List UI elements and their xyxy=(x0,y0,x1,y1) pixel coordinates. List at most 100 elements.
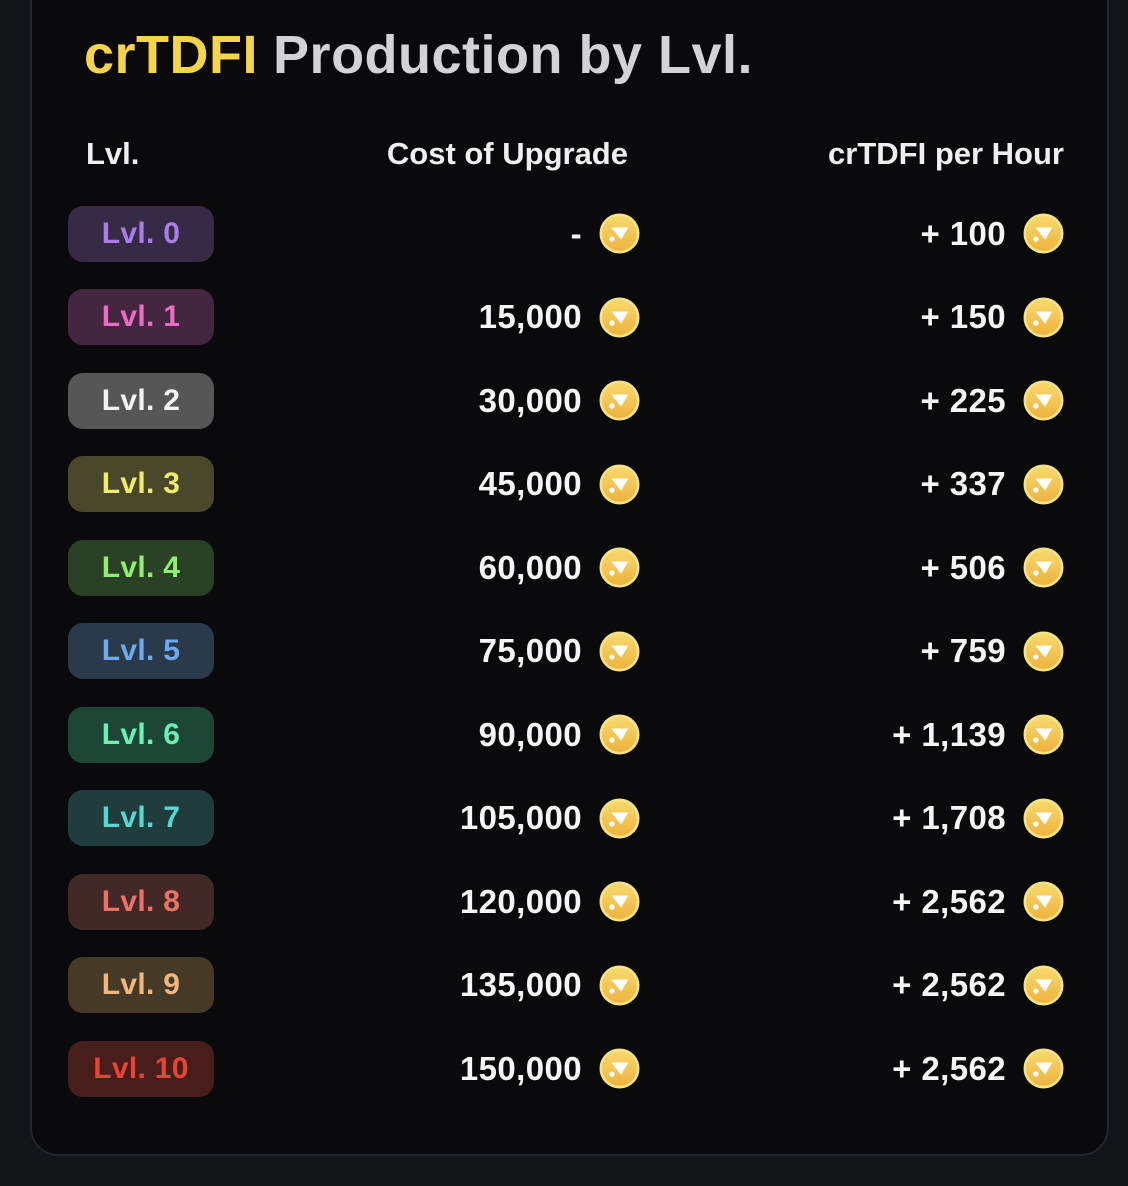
per-hour-value: + 2,562 xyxy=(892,966,1006,1004)
per-hour-value: + 506 xyxy=(920,548,1006,586)
coin-icon xyxy=(599,798,640,839)
coin-icon xyxy=(1023,464,1064,505)
title-rest: Production by Lvl. xyxy=(273,25,754,85)
per-hour-value: + 1,139 xyxy=(892,715,1006,753)
table-row: Lvl. 7 105,000 + 1,708 xyxy=(68,777,1064,861)
title-token-name: crTDFI xyxy=(84,25,259,85)
coin-icon xyxy=(599,965,640,1006)
cost-cell: - xyxy=(308,213,640,254)
per-hour-value: + 759 xyxy=(920,632,1006,670)
coin-icon xyxy=(1023,1048,1064,1089)
level-cell: Lvl. 4 xyxy=(68,539,308,596)
per-hour-value: + 225 xyxy=(920,381,1006,419)
table-row: Lvl. 3 45,000 + 337 xyxy=(68,443,1064,527)
cost-value: 150,000 xyxy=(459,1049,582,1087)
cost-cell: 135,000 xyxy=(308,965,640,1006)
level-cell: Lvl. 3 xyxy=(68,456,308,513)
per-hour-cell: + 337 xyxy=(640,464,1064,505)
coin-icon xyxy=(1023,380,1064,421)
table-row: Lvl. 10 150,000 + 2,562 xyxy=(68,1027,1064,1111)
per-hour-value: + 337 xyxy=(920,465,1006,503)
per-hour-cell: + 759 xyxy=(640,631,1064,672)
cost-value: 30,000 xyxy=(478,381,582,419)
production-table-card: crTDFI Production by Lvl. Lvl. Cost of Up… xyxy=(30,0,1109,1156)
level-cell: Lvl. 1 xyxy=(68,289,308,346)
level-badge: Lvl. 6 xyxy=(68,706,214,763)
cost-cell: 45,000 xyxy=(308,464,640,505)
coin-icon xyxy=(1023,965,1064,1006)
cost-value: 105,000 xyxy=(459,799,582,837)
table-row: Lvl. 9 135,000 + 2,562 xyxy=(68,944,1064,1028)
coin-icon xyxy=(1023,881,1064,922)
page-title: crTDFI Production by Lvl. xyxy=(84,24,753,86)
level-badge: Lvl. 1 xyxy=(68,289,214,346)
cost-cell: 30,000 xyxy=(308,380,640,421)
cost-cell: 105,000 xyxy=(308,798,640,839)
level-badge: Lvl. 7 xyxy=(68,790,214,847)
per-hour-cell: + 2,562 xyxy=(640,881,1064,922)
coin-icon xyxy=(599,631,640,672)
level-cell: Lvl. 6 xyxy=(68,706,308,763)
per-hour-cell: + 150 xyxy=(640,297,1064,338)
table-row: Lvl. 6 90,000 + 1,139 xyxy=(68,693,1064,777)
cost-value: 45,000 xyxy=(478,465,582,503)
level-badge: Lvl. 2 xyxy=(68,372,214,429)
per-hour-cell: + 1,139 xyxy=(640,714,1064,755)
level-badge: Lvl. 9 xyxy=(68,957,214,1014)
level-cell: Lvl. 9 xyxy=(68,957,308,1014)
cost-value: 135,000 xyxy=(459,966,582,1004)
per-hour-cell: + 2,562 xyxy=(640,965,1064,1006)
table-body: Lvl. 0 - + 100 xyxy=(68,192,1064,1111)
level-badge: Lvl. 0 xyxy=(68,205,214,262)
per-hour-cell: + 506 xyxy=(640,547,1064,588)
level-badge: Lvl. 8 xyxy=(68,873,214,930)
coin-icon xyxy=(1023,213,1064,254)
level-badge: Lvl. 3 xyxy=(68,456,214,513)
cost-value: 75,000 xyxy=(478,632,582,670)
coin-icon xyxy=(599,881,640,922)
level-badge: Lvl. 10 xyxy=(68,1040,214,1097)
cost-cell: 90,000 xyxy=(308,714,640,755)
per-hour-value: + 100 xyxy=(920,214,1006,252)
coin-icon xyxy=(599,297,640,338)
per-hour-value: + 150 xyxy=(920,298,1006,336)
level-badge: Lvl. 5 xyxy=(68,623,214,680)
level-badge: Lvl. 4 xyxy=(68,539,214,596)
per-hour-cell: + 1,708 xyxy=(640,798,1064,839)
coin-icon xyxy=(599,547,640,588)
per-hour-value: + 2,562 xyxy=(892,882,1006,920)
coin-icon xyxy=(599,380,640,421)
coin-icon xyxy=(599,1048,640,1089)
coin-icon xyxy=(1023,297,1064,338)
coin-icon xyxy=(1023,798,1064,839)
per-hour-cell: + 225 xyxy=(640,380,1064,421)
cost-cell: 150,000 xyxy=(308,1048,640,1089)
level-cell: Lvl. 2 xyxy=(68,372,308,429)
cost-value: 60,000 xyxy=(478,548,582,586)
table-row: Lvl. 4 60,000 + 506 xyxy=(68,526,1064,610)
table-row: Lvl. 1 15,000 + 150 xyxy=(68,276,1064,360)
column-header-per-hour: crTDFI per Hour xyxy=(828,136,1064,171)
table-row: Lvl. 8 120,000 + 2,562 xyxy=(68,860,1064,944)
coin-icon xyxy=(1023,714,1064,755)
per-hour-cell: + 100 xyxy=(640,213,1064,254)
level-cell: Lvl. 5 xyxy=(68,623,308,680)
coin-icon xyxy=(599,714,640,755)
cost-cell: 75,000 xyxy=(308,631,640,672)
column-header-cost: Cost of Upgrade xyxy=(386,136,628,171)
coin-icon xyxy=(1023,547,1064,588)
column-header-level: Lvl. xyxy=(86,136,140,171)
coin-icon xyxy=(599,213,640,254)
level-cell: Lvl. 0 xyxy=(68,205,308,262)
coin-icon xyxy=(599,464,640,505)
per-hour-value: + 1,708 xyxy=(892,799,1006,837)
level-cell: Lvl. 8 xyxy=(68,873,308,930)
table-row: Lvl. 0 - + 100 xyxy=(68,192,1064,276)
cost-cell: 120,000 xyxy=(308,881,640,922)
cost-value: 90,000 xyxy=(478,715,582,753)
table-row: Lvl. 5 75,000 + 759 xyxy=(68,610,1064,694)
table-row: Lvl. 2 30,000 + 225 xyxy=(68,359,1064,443)
cost-value: 120,000 xyxy=(459,882,582,920)
level-cell: Lvl. 7 xyxy=(68,790,308,847)
cost-cell: 60,000 xyxy=(308,547,640,588)
